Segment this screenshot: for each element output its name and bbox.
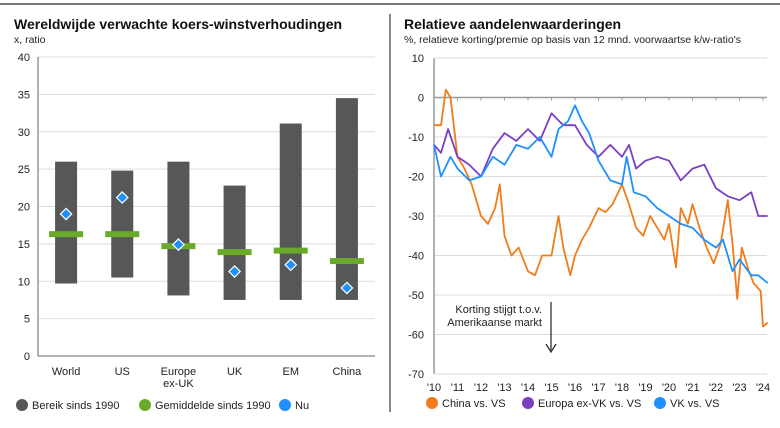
x-tick-label: '23 — [732, 382, 746, 394]
average-marker — [49, 231, 84, 238]
x-tick-label: World — [52, 366, 81, 378]
y-tick-label: 10 — [412, 53, 424, 65]
annotation-text: Korting stijgt t.o.v. — [455, 304, 542, 316]
x-tick-label: '16 — [568, 382, 582, 394]
current-marker — [59, 207, 73, 221]
x-tick-label: '14 — [521, 382, 535, 394]
legend-swatch — [279, 399, 291, 411]
legend-label: Nu — [295, 400, 309, 412]
average-marker — [329, 258, 364, 265]
legend-swatch — [139, 399, 151, 411]
series-line — [433, 104, 769, 284]
x-tick-label: ex-UK — [163, 378, 194, 390]
y-tick-label: 40 — [18, 52, 30, 64]
legend-label: Europa ex-VK vs. VS — [538, 398, 641, 410]
y-tick-label: -10 — [408, 132, 424, 144]
x-tick-label: '22 — [709, 382, 723, 394]
series-line — [434, 88, 769, 328]
x-tick-label: '19 — [638, 382, 652, 394]
range-bar — [167, 161, 190, 296]
current-marker — [284, 258, 298, 272]
right-chart-subtitle: %, relatieve korting/premie op basis van… — [404, 34, 741, 46]
current-marker — [340, 281, 354, 295]
legend-swatch — [426, 397, 438, 409]
average-marker — [217, 249, 252, 256]
x-tick-label: '15 — [544, 382, 558, 394]
x-tick-label: Europe — [161, 366, 196, 378]
range-bar — [279, 123, 302, 300]
legend-label: China vs. VS — [442, 398, 506, 410]
average-marker — [273, 247, 308, 254]
legend-label: Bereik sinds 1990 — [32, 400, 119, 412]
legend-swatch — [654, 397, 666, 409]
x-tick-label: '21 — [685, 382, 699, 394]
y-tick-label: 5 — [24, 314, 30, 326]
x-tick-label: '11 — [451, 382, 465, 394]
average-marker — [105, 231, 140, 238]
range-bar — [111, 170, 134, 278]
left-chart-title: Wereldwijde verwachte koers-winstverhoud… — [14, 16, 343, 32]
x-tick-label: '13 — [497, 382, 511, 394]
x-tick-label: '20 — [662, 382, 676, 394]
top-rule — [0, 3, 780, 5]
x-tick-label: China — [333, 366, 363, 378]
x-tick-label: '12 — [474, 382, 488, 394]
annotation-arrowhead — [545, 343, 557, 354]
x-tick-label: EM — [283, 366, 300, 378]
y-tick-label: 15 — [18, 239, 30, 251]
y-tick-label: 10 — [18, 276, 30, 288]
y-tick-label: 0 — [418, 93, 424, 105]
y-tick-label: -30 — [408, 211, 424, 223]
current-marker — [228, 265, 242, 279]
y-tick-label: 0 — [24, 351, 30, 363]
range-bar — [335, 98, 358, 300]
x-tick-label: '10 — [427, 382, 441, 394]
x-tick-label: '24 — [756, 382, 770, 394]
x-tick-label: US — [115, 366, 130, 378]
y-tick-label: 20 — [18, 202, 30, 214]
range-bar — [55, 161, 78, 284]
y-tick-label: -50 — [408, 290, 424, 302]
current-marker — [115, 191, 129, 205]
legend-swatch — [16, 399, 28, 411]
legend-label: VK vs. VS — [670, 398, 720, 410]
y-tick-label: 30 — [18, 127, 30, 139]
y-tick-label: 35 — [18, 89, 30, 101]
y-tick-label: -40 — [408, 251, 424, 263]
y-tick-label: -60 — [408, 330, 424, 342]
range-bar — [223, 185, 246, 300]
x-tick-label: '18 — [615, 382, 629, 394]
y-tick-label: -70 — [408, 369, 424, 381]
y-tick-label: -20 — [408, 172, 424, 184]
annotation-text: Amerikaanse markt — [447, 317, 542, 329]
x-tick-label: UK — [227, 366, 243, 378]
y-tick-label: 25 — [18, 164, 30, 176]
x-tick-label: '17 — [591, 382, 605, 394]
right-chart-title: Relatieve aandelenwaarderingen — [404, 16, 622, 32]
panel-divider — [389, 14, 391, 412]
legend-label: Gemiddelde sinds 1990 — [155, 400, 271, 412]
left-chart-subtitle: x, ratio — [14, 34, 46, 46]
legend-swatch — [522, 397, 534, 409]
current-marker — [171, 238, 185, 252]
